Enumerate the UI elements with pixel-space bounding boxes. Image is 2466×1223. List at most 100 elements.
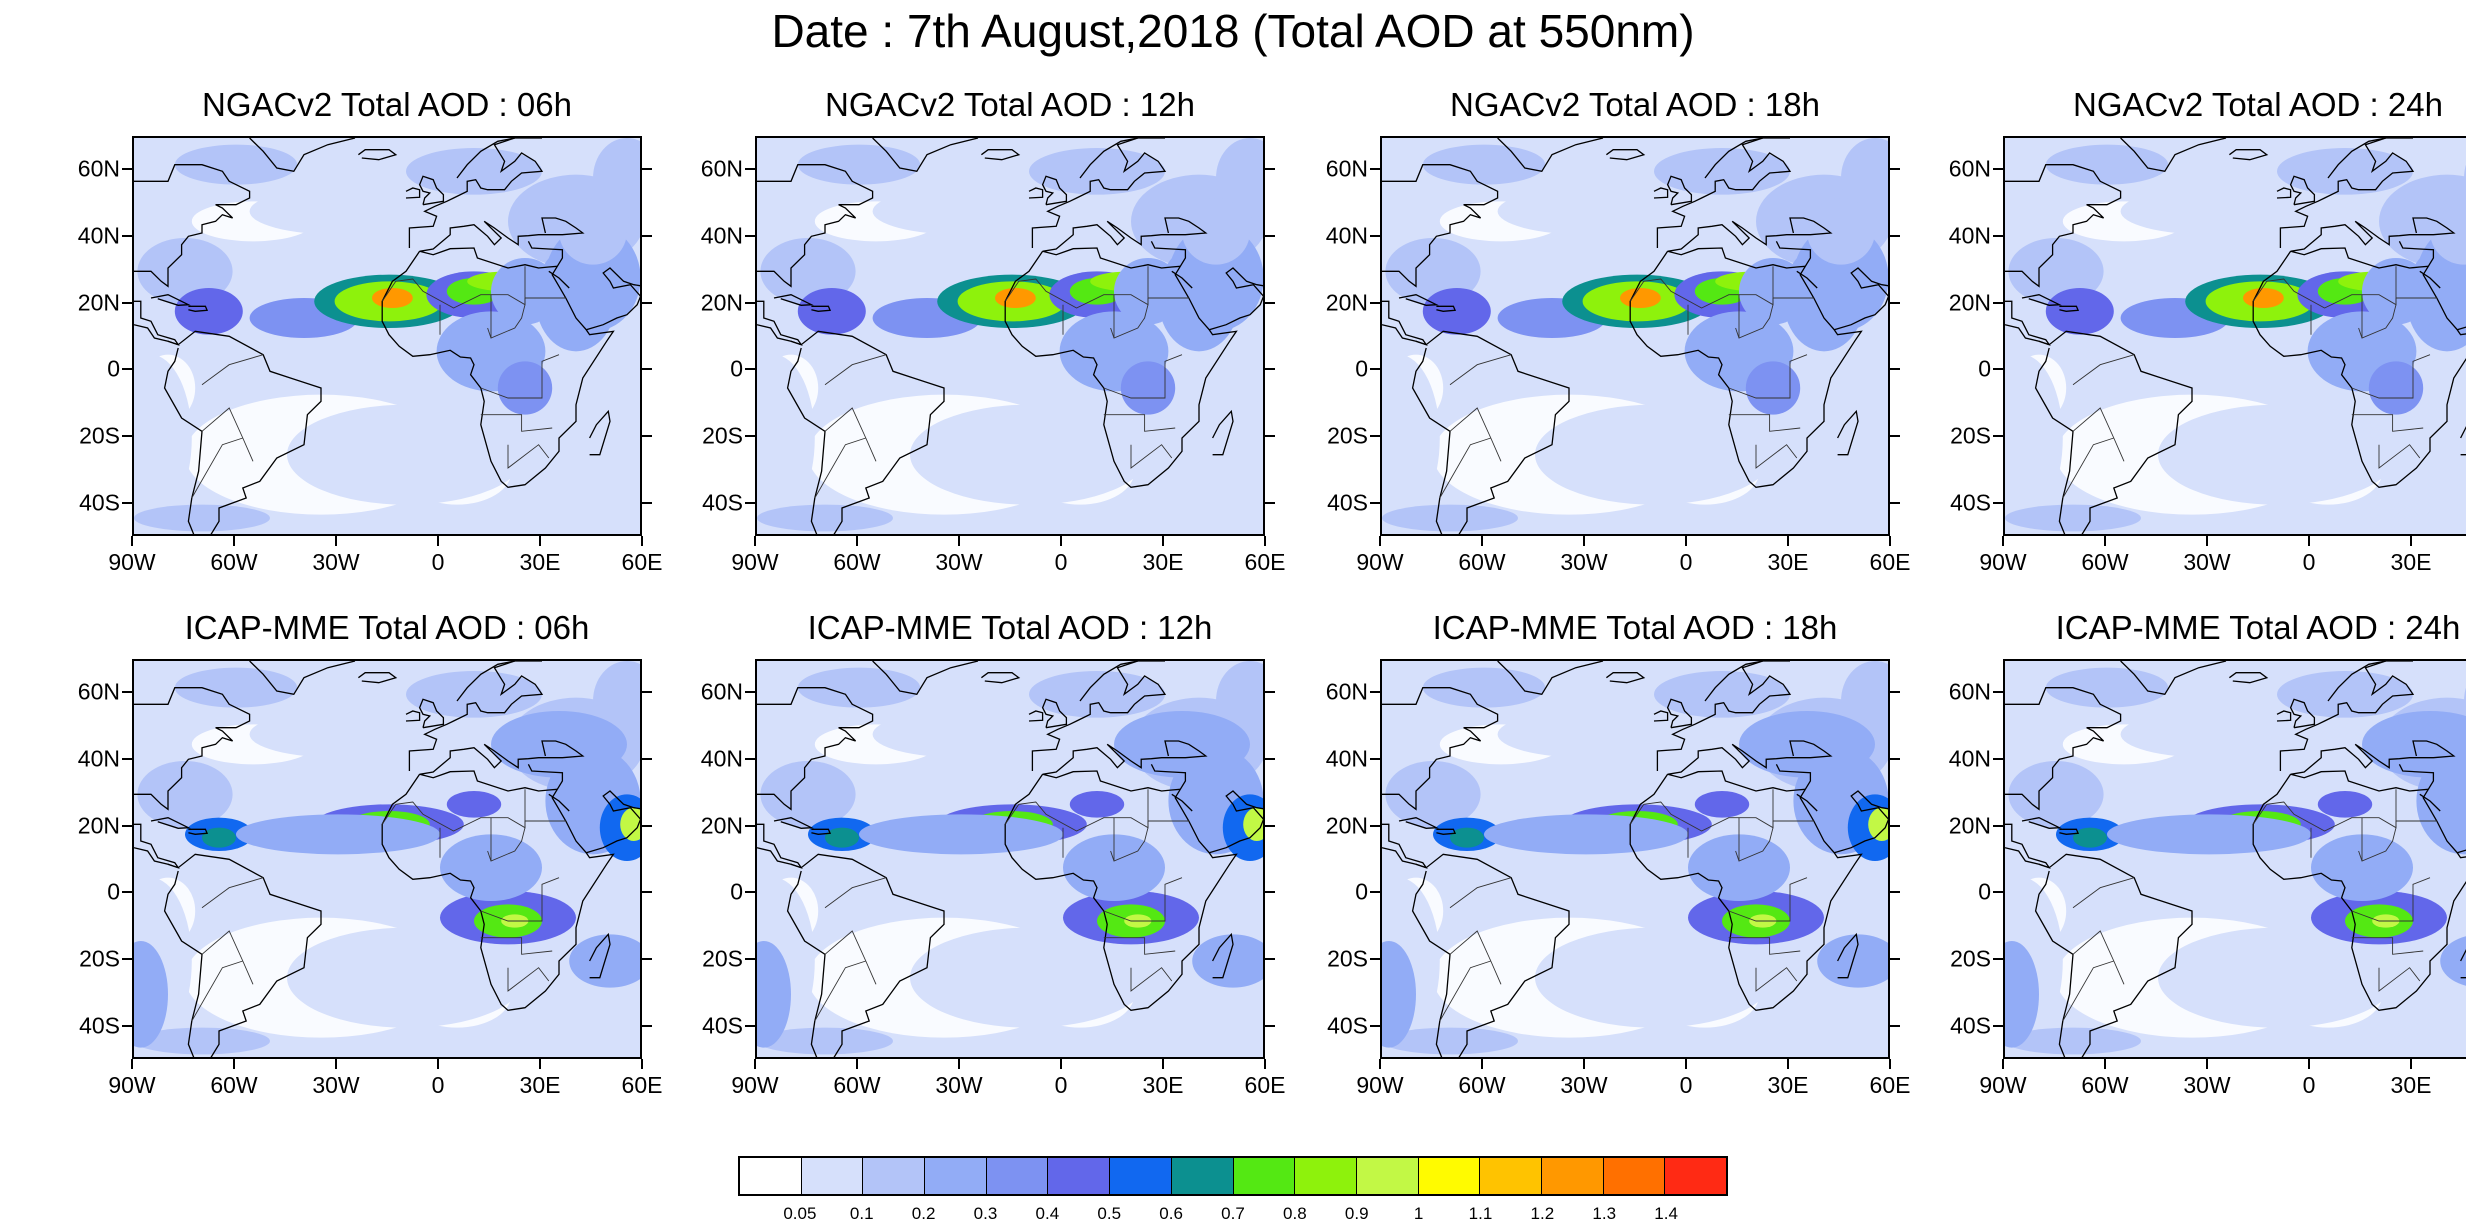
colorbar-label: 0.3 <box>973 1204 998 1223</box>
coastline <box>1667 740 1833 775</box>
lat-tick <box>1370 235 1380 237</box>
lon-label: 30W <box>935 1072 983 1098</box>
lon-tick <box>2002 536 2004 546</box>
lon-tick <box>1481 536 1483 546</box>
lat-label: 20N <box>77 289 120 316</box>
coastline <box>589 932 611 979</box>
lon-label: 90W <box>731 1072 779 1098</box>
lat-tick <box>1890 435 1900 437</box>
lat-tick <box>642 758 652 760</box>
coastline <box>757 687 874 811</box>
coastline <box>1606 149 1646 161</box>
lat-tick <box>642 824 652 827</box>
aod-plume <box>1216 138 1263 218</box>
lon-label: 30W <box>312 549 360 575</box>
map-panel: ICAP-MME Total AOD : 24h 60N 40N 20N 0 20S 40S… <box>1949 611 2466 1136</box>
aod-plume <box>2120 711 2298 758</box>
lat-label: 20S <box>79 945 120 972</box>
coastline <box>586 790 640 854</box>
lat-tick <box>1993 758 2003 760</box>
lon-label: 60E <box>1244 549 1286 575</box>
aod-plume <box>1620 288 1661 308</box>
lon-tick <box>539 1059 541 1069</box>
country-border <box>1103 354 1183 399</box>
coastline <box>1796 270 1818 289</box>
lat-tick <box>745 168 755 171</box>
lon-label: 90W <box>1979 1072 2027 1098</box>
aod-plume <box>174 288 243 335</box>
country-border <box>1449 930 1502 985</box>
lat-tick <box>745 758 755 760</box>
country-border <box>480 414 553 432</box>
coastline <box>773 294 814 306</box>
aod-plume <box>2005 941 2039 1048</box>
aod-plume <box>2005 354 2063 522</box>
colorbar-label: 0.05 <box>783 1204 817 1223</box>
lat-tick <box>1265 691 1275 694</box>
country-border <box>1103 877 1183 922</box>
lat-tick <box>1370 958 1380 960</box>
lon-tick <box>754 1059 756 1069</box>
aod-plume <box>1467 328 1671 382</box>
lat-label: 60N <box>1948 155 1991 182</box>
aod-plume <box>620 807 640 841</box>
figure-title: Date : 7th August,2018 (Total AOD at 550… <box>771 5 1695 57</box>
coastline <box>981 672 1021 684</box>
country-border <box>824 930 877 985</box>
lon-label: 0 <box>2302 1072 2316 1098</box>
lat-tick <box>745 824 755 827</box>
lat-tick <box>1265 368 1275 371</box>
aod-plume <box>406 671 542 718</box>
lon-label: 30E <box>2390 549 2432 575</box>
colorbar-swatch <box>986 1158 1049 1194</box>
coastline <box>2276 710 2292 722</box>
lat-tick <box>642 891 652 894</box>
lat-label: 40N <box>700 745 743 772</box>
aod-plume <box>2277 671 2413 718</box>
lon-label: 30E <box>519 549 561 575</box>
coastline <box>1079 138 1138 179</box>
lat-tick <box>122 435 132 437</box>
coastline <box>456 138 515 179</box>
lat-label: 60N <box>77 155 120 182</box>
lat-label: 40N <box>1948 745 1991 772</box>
coastline <box>2021 817 2062 829</box>
coastline <box>2034 853 2193 1057</box>
lon-label: 60W <box>210 1072 258 1098</box>
lon-tick <box>233 1059 235 1069</box>
lat-label: 20N <box>77 812 120 839</box>
lat-label: 60N <box>700 678 743 705</box>
lat-label: 40N <box>1325 745 1368 772</box>
aod-plume <box>1382 941 1416 1048</box>
aod-plume <box>1497 188 1675 235</box>
country-border <box>2252 278 2397 309</box>
lon-label: 60W <box>2081 549 2129 575</box>
aod-plume <box>910 404 1148 505</box>
aod-map <box>2003 659 2466 1059</box>
lon-label: 60E <box>621 549 663 575</box>
lat-tick <box>1993 1024 2003 1027</box>
aod-plume <box>797 288 866 335</box>
coastline <box>1411 330 1570 534</box>
lat-tick <box>1993 958 2003 960</box>
aod-plume <box>535 244 617 352</box>
lat-tick <box>1370 168 1380 171</box>
lat-label: 60N <box>1948 678 1991 705</box>
aod-plume <box>2008 761 2104 828</box>
map-panel: NGACv2 Total AOD : 06h 60N 40N 20N 0 20S 40S 90… <box>78 88 663 613</box>
coastline <box>2120 661 2227 696</box>
map-panel: ICAP-MME Total AOD : 12h 60N 40N 20N 0 20S 40S… <box>701 611 1286 1136</box>
aod-plume <box>1868 807 1888 841</box>
lon-tick <box>2308 536 2310 546</box>
lat-tick <box>745 368 755 371</box>
lat-tick <box>1993 235 2003 237</box>
country-border <box>1004 801 1149 832</box>
coastline <box>1666 175 1693 206</box>
aod-plume <box>2090 851 2294 905</box>
coastline <box>2279 138 2415 248</box>
lat-label: 20N <box>1325 289 1368 316</box>
coastline <box>786 330 945 534</box>
lat-tick <box>745 501 755 504</box>
lat-label: 20N <box>1948 289 1991 316</box>
country-border <box>2378 444 2421 469</box>
